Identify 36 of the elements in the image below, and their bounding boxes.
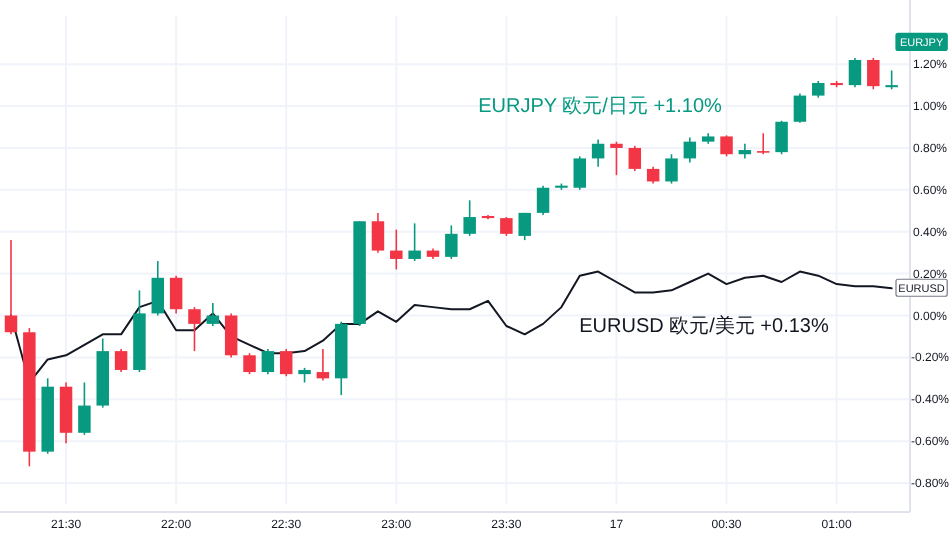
candlestick xyxy=(885,69,898,91)
candlestick xyxy=(665,153,678,185)
candlestick xyxy=(683,136,697,164)
candlestick xyxy=(224,312,238,359)
candlestick xyxy=(518,212,531,241)
candlestick xyxy=(59,381,73,445)
candlestick xyxy=(848,57,862,89)
candlestick xyxy=(756,132,770,156)
candlestick xyxy=(316,348,330,382)
candlestick xyxy=(500,216,513,237)
candlestick xyxy=(390,228,403,271)
candlestick xyxy=(445,224,458,260)
candlestick xyxy=(169,274,183,315)
candlestick xyxy=(261,348,275,375)
candlestick xyxy=(720,134,733,158)
candlestick xyxy=(279,348,293,378)
candlestick xyxy=(243,352,256,375)
annotation: EURJPY 欧元/日元 +1.10% xyxy=(478,96,722,118)
candlestick xyxy=(78,381,91,436)
annotation: EURUSD 欧元/美元 +0.13% xyxy=(579,316,829,338)
candlestick xyxy=(408,222,421,262)
candlestick xyxy=(610,140,623,176)
candlestick xyxy=(4,239,18,336)
candlestick xyxy=(371,212,385,254)
candlestick xyxy=(151,260,165,317)
candlestick xyxy=(573,155,586,191)
candlestick xyxy=(188,306,201,352)
candlestick xyxy=(628,145,642,172)
candlestick xyxy=(536,184,550,216)
candlestick xyxy=(114,348,128,373)
candlestick xyxy=(463,199,476,237)
candlestick xyxy=(775,119,788,156)
candlestick xyxy=(206,302,220,327)
candlestick xyxy=(793,92,807,124)
candlestick xyxy=(591,138,605,168)
candlestick xyxy=(867,57,880,91)
